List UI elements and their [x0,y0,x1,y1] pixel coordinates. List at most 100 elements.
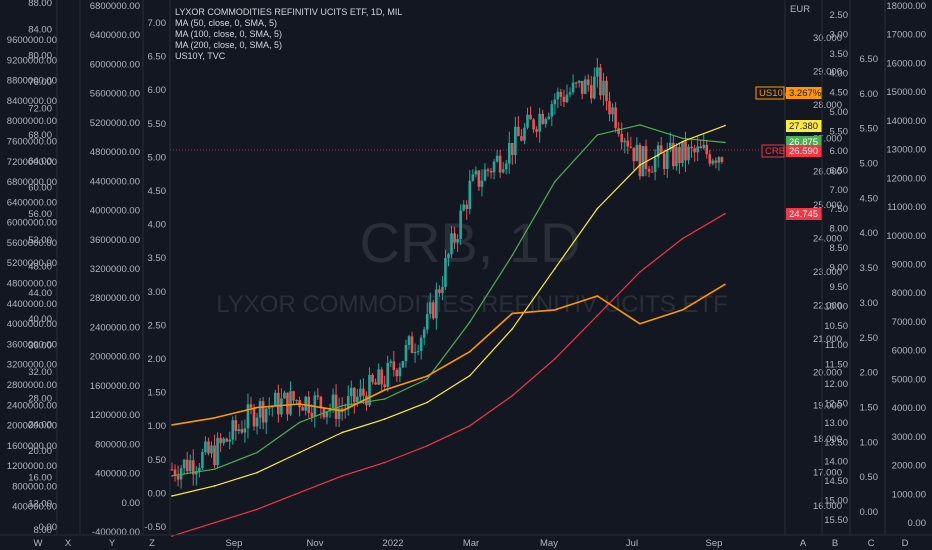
scale-c[interactable]: 6.50 6.00 5.50 5.00 4.50 4.00 3.50 3.00 2.50 2.00… [860,54,879,518]
scale-d[interactable]: 18000.00 17000.00 16000.00 15000.00 14000.00… [886,1,926,529]
legend-title[interactable]: LYXOR COMMODITIES REFINITIV UCITS ETF, 1… [175,7,402,17]
scale-c-label: 4.00 [860,228,879,239]
legend-ma50[interactable]: MA (50, close, 0, SMA, 5) [175,18,277,28]
candle-body [559,91,563,97]
scale-b[interactable]: 2.50 3.00 3.50 4.00 4.50 5.00 5.50 6.00 6.50 7.00… [824,10,848,526]
candle-body [605,80,608,102]
candle-body [246,404,250,429]
scale-d-label: 10000.00 [886,231,926,242]
candle-body [617,128,620,134]
eur-scale-label: 29.000 [813,66,842,77]
scale-w-label: 56.00 [28,209,52,220]
candle-body [292,391,295,401]
candle-body [410,336,414,353]
eur-scale-label: 19.000 [813,401,842,412]
time-axis[interactable]: Sep Nov 2022 Mar May Jul Sep [226,538,723,549]
scale-w-label: 36.00 [28,341,52,352]
candle-body [532,119,535,130]
series-point [639,271,641,273]
candle-body [541,113,544,124]
scale-button-a[interactable]: A [800,538,807,549]
candle-body [653,157,657,173]
scale-button-b[interactable]: B [832,538,838,549]
scale-x-label: 8000000.00 [7,116,57,127]
candle-body [702,144,706,149]
candle-body [526,114,529,128]
scale-z-label: -0.50 [144,522,166,533]
candle-body [583,79,587,94]
candle-body [395,370,399,377]
candle-body [538,113,541,132]
eur-scale-label: 27.000 [813,133,842,144]
scale-b-label: 6.50 [830,165,849,176]
legend-us10y[interactable]: US10Y, TVC [175,51,226,61]
scale-x-label: 8800000.00 [7,76,57,87]
candle-body [185,459,189,472]
scale-button-d[interactable]: D [902,538,909,549]
eur-scale-label: 23.000 [813,267,842,278]
scale-z-label: 4.50 [148,186,167,197]
scale-button-c[interactable]: C [868,538,875,549]
series-point [639,323,641,325]
candle-body [602,80,605,96]
candle-body [438,289,441,294]
scale-y[interactable]: 6800000.00 6400000.00 6000000.00 5600000.00… [90,1,140,538]
candle-body [398,367,402,377]
candle-body [498,155,502,173]
candle-body [173,469,177,476]
series-point [511,394,514,397]
candle-body [258,401,262,418]
eur-scale-label: 20.000 [813,367,842,378]
candle-body [708,154,712,164]
candle-body [422,329,426,338]
scale-w-label: 24.00 [28,420,52,431]
scale-z[interactable]: 7.00 6.50 6.00 5.50 5.00 4.50 4.00 3.50 3.00 2.50… [144,18,166,533]
candle-body [310,412,314,417]
time-label: Sep [226,538,243,549]
scale-w-label: 16.00 [28,472,52,483]
candle-body [681,141,684,164]
scale-x-label: 6800000.00 [7,177,57,188]
scale-button-z[interactable]: Z [149,538,155,549]
series-point [426,375,429,377]
scale-button-w[interactable]: W [34,538,43,549]
scale-d-label: 9000.00 [892,260,926,271]
series-point [171,535,173,537]
scale-c-label: 2.00 [860,368,879,379]
candle-body [295,400,298,402]
scale-x[interactable]: 9600000.00 9200000.00 8800000.00 8400000.00… [7,35,57,533]
ma200-tag[interactable]: 24.745 [786,208,822,220]
candle-body [550,104,554,117]
scale-x-label: 9200000.00 [7,55,57,66]
series-point [554,267,556,270]
scale-button-y[interactable]: Y [109,538,116,549]
series-point [383,418,386,420]
candle-body [368,374,371,406]
crb-tag[interactable]: CRB 26.590 [761,144,822,158]
time-label: 2022 [382,538,403,549]
candle-body [425,313,429,330]
candle-body [331,394,335,409]
scale-y-label: 6800000.00 [90,1,140,12]
price-scale-eur[interactable]: 30.000 29.000 28.000 27.000 26.000 25.000 24.0… [813,33,842,512]
candle-body [553,99,557,105]
scale-w[interactable]: 88.00 84.00 80.00 76.00 72.00 68.00 64.00 60.00… [28,0,52,536]
series-point [426,445,429,447]
candle-body [261,401,265,423]
series-point [681,140,684,143]
candle-body [267,407,271,409]
crb-tag-value: 26.590 [789,146,818,157]
scale-button-x[interactable]: X [65,538,72,549]
watermark: CRB, 1D LYXOR COMMODITIES REFINITIV UCIT… [216,211,728,318]
series-point [171,424,173,426]
us10y-tag[interactable]: US10Y 3.267% [755,86,822,100]
legend-ma200[interactable]: MA (200, close, 0, SMA, 5) [175,40,282,50]
ma100-tag[interactable]: 27.380 [786,120,822,132]
scale-x-label: 6400000.00 [7,197,57,208]
series-point [213,417,216,419]
candle-body [659,145,663,154]
scale-z-label: 1.50 [148,388,167,399]
legend-ma100[interactable]: MA (100, close, 0, SMA, 5) [175,29,282,39]
scale-d-label: 16000.00 [886,58,926,69]
